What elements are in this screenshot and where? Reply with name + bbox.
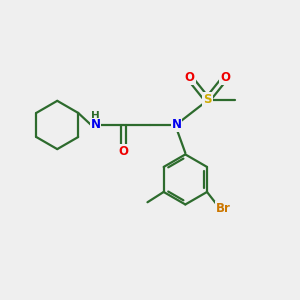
Text: O: O: [185, 71, 195, 84]
Text: N: N: [172, 118, 182, 131]
Text: S: S: [203, 93, 212, 106]
Text: O: O: [118, 145, 128, 158]
Text: H: H: [91, 110, 100, 121]
Text: N: N: [91, 118, 100, 131]
Text: O: O: [220, 71, 230, 84]
Text: Br: Br: [216, 202, 231, 215]
